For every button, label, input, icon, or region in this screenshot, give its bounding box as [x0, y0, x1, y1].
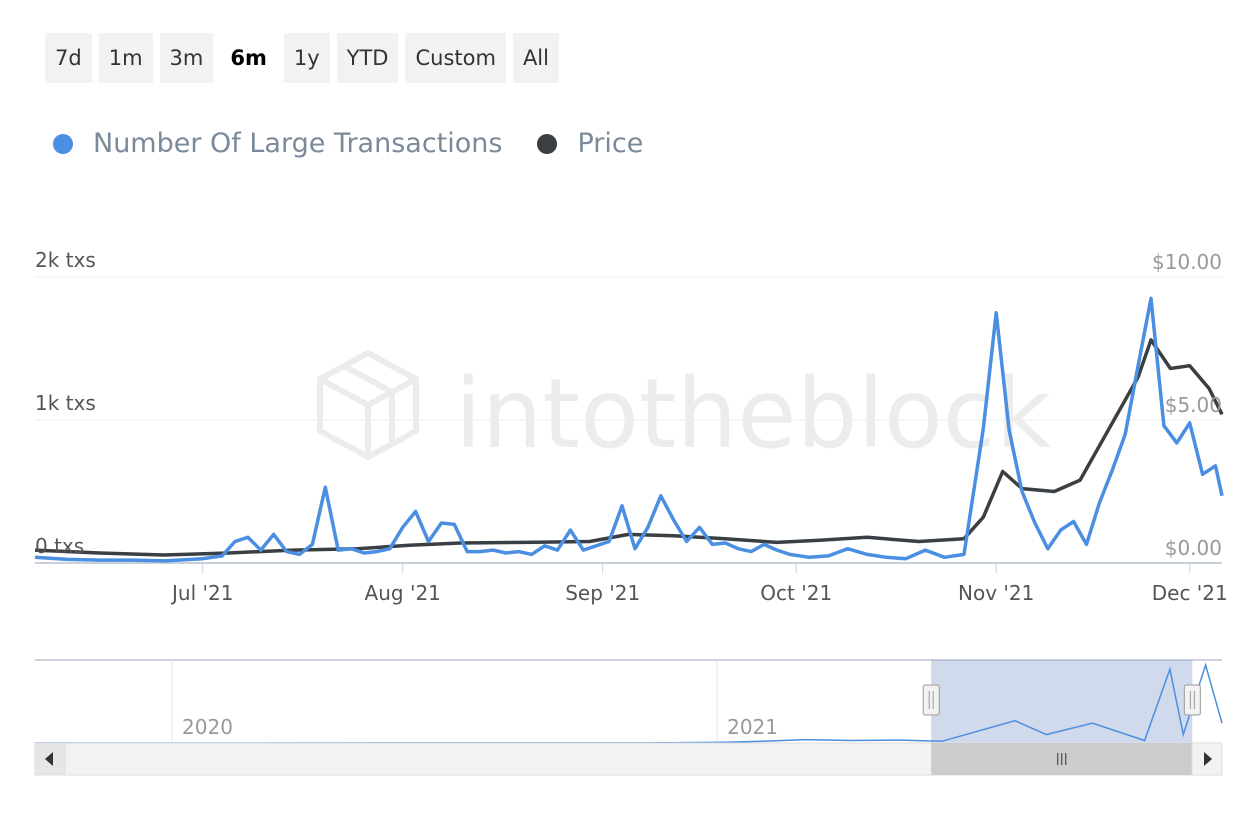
watermark: intotheblock [317, 349, 1052, 470]
legend-label: Price [577, 128, 644, 159]
navigator-year-label: 2021 [727, 715, 778, 739]
navigator-handle-left[interactable] [922, 684, 940, 716]
navigator-series-line [34, 662, 1223, 744]
range-button-1m[interactable]: 1m [98, 33, 153, 83]
range-selector: 7d 1m 3m 6m 1y YTD Custom All [45, 33, 566, 83]
large-transactions-line [34, 296, 1224, 563]
legend-dot-icon [537, 133, 558, 154]
y-right-tick-label: $0.00 [1165, 536, 1222, 560]
range-button-custom[interactable]: Custom [405, 33, 506, 83]
navigator-handle-right[interactable] [1183, 684, 1201, 716]
range-button-3m[interactable]: 3m [159, 33, 214, 83]
y-right-tick-label: $5.00 [1165, 393, 1222, 417]
x-tick-label: Oct '21 [760, 581, 832, 605]
navigator[interactable]: 2020 2021 [34, 659, 1223, 776]
y-axis-right: $0.00 $5.00 $10.00 [1152, 250, 1222, 560]
x-tick-label: Sep '21 [565, 581, 640, 605]
triangle-right-icon [1204, 752, 1212, 766]
legend-item-price[interactable]: Price [534, 128, 643, 159]
legend-dot-icon [53, 133, 73, 154]
handle-grip-icon [1183, 684, 1201, 716]
chart-grid [35, 276, 1222, 564]
legend-item-large-transactions[interactable]: Number Of Large Transactions [50, 128, 502, 159]
watermark-logo-icon [317, 349, 419, 461]
x-tick-label: Dec '21 [1152, 581, 1228, 605]
legend-label: Number Of Large Transactions [93, 128, 503, 159]
navigator-scrollbar[interactable] [34, 742, 1223, 776]
y-left-tick-label: 0 txs [35, 534, 84, 558]
range-button-7d[interactable]: 7d [45, 33, 92, 83]
range-button-ytd[interactable]: YTD [336, 33, 399, 83]
range-button-all[interactable]: All [512, 33, 559, 83]
large-transactions-series [34, 296, 1224, 563]
watermark-text: intotheblock [455, 358, 1052, 470]
navigator-year-label: 2020 [182, 715, 233, 739]
chart-legend: Number Of Large Transactions Price [50, 128, 675, 159]
triangle-left-icon [45, 752, 53, 766]
x-axis: Jul '21 Aug '21 Sep '21 Oct '21 Nov '21 Dec '… [170, 563, 1228, 605]
y-left-tick-label: 1k txs [35, 391, 96, 415]
x-tick-label: Nov '21 [958, 581, 1034, 605]
range-button-1y[interactable]: 1y [283, 33, 330, 83]
x-tick-label: Jul '21 [170, 581, 233, 605]
y-right-tick-label: $10.00 [1152, 250, 1222, 274]
y-axis-left: 0 txs 1k txs 2k txs [35, 248, 96, 558]
range-button-6m[interactable]: 6m [220, 33, 277, 83]
handle-grip-icon [922, 684, 940, 716]
x-tick-label: Aug '21 [365, 581, 441, 605]
y-left-tick-label: 2k txs [35, 248, 96, 272]
